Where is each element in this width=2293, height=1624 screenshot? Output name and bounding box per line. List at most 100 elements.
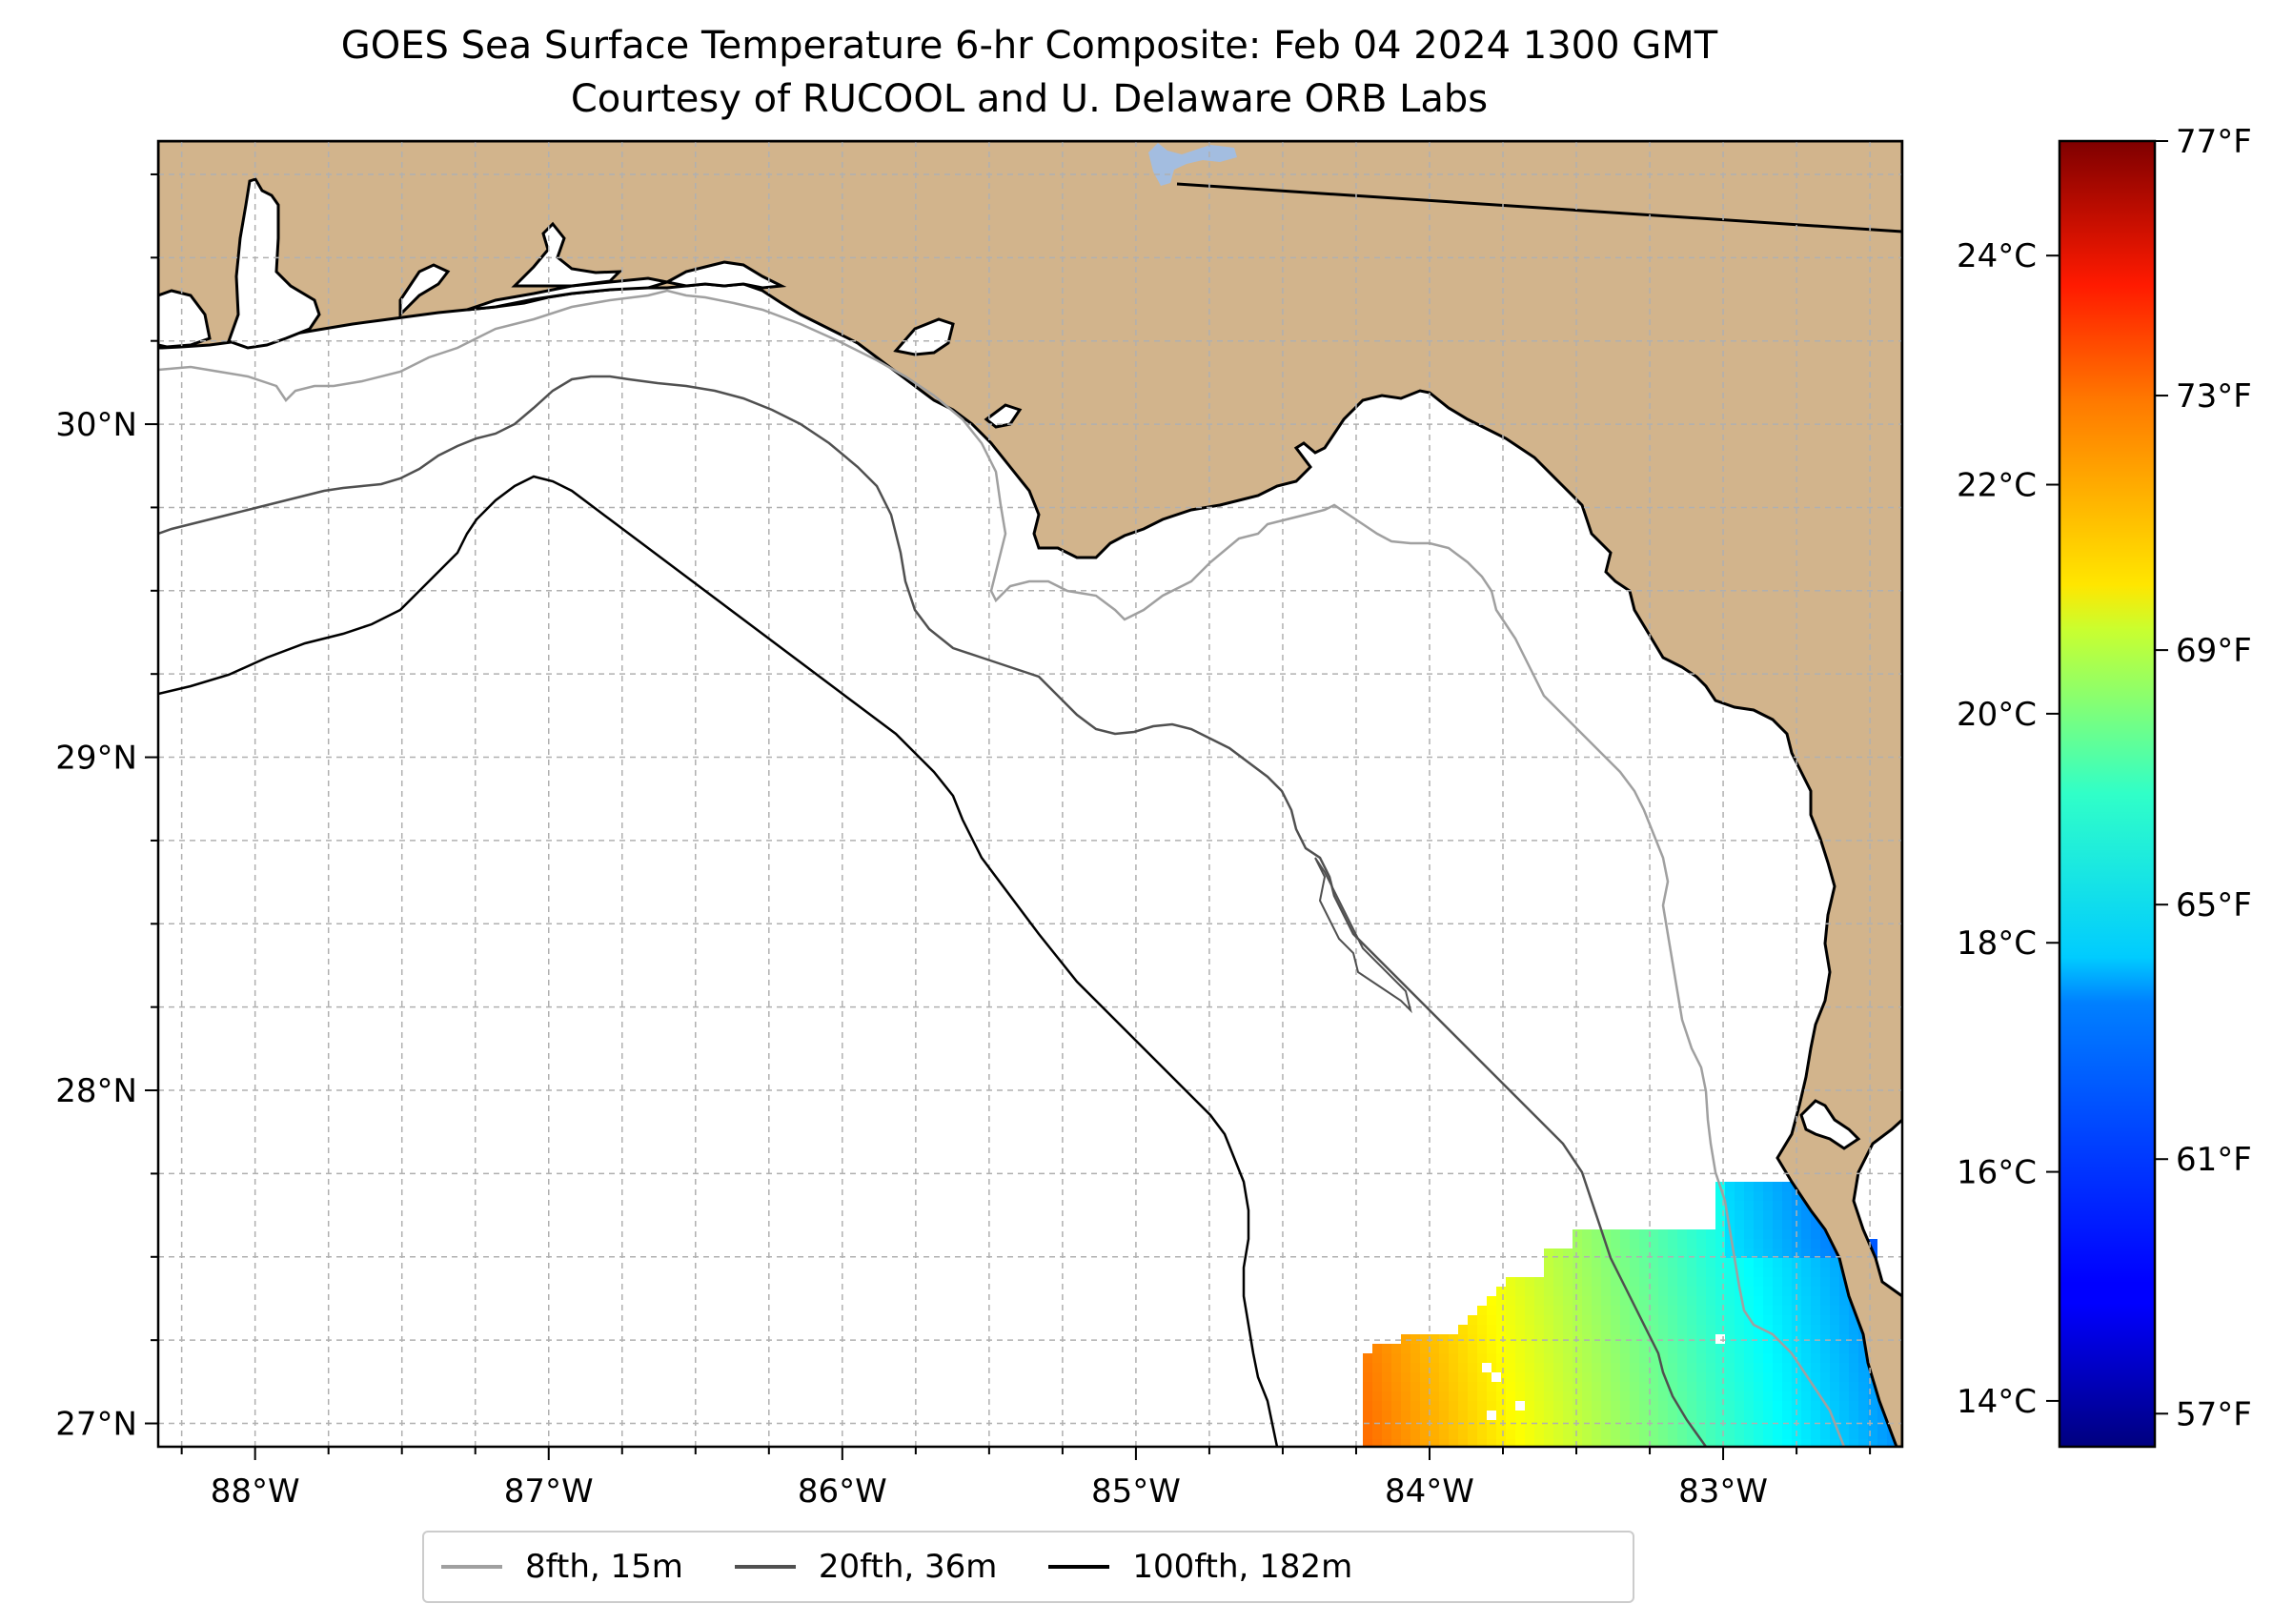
sst-pixel xyxy=(1382,1391,1391,1401)
sst-pixel xyxy=(1363,1382,1372,1391)
sst-pixel xyxy=(1592,1401,1601,1411)
sst-pixel xyxy=(1763,1353,1773,1363)
sst-pixel xyxy=(1439,1353,1449,1363)
sst-pixel xyxy=(1515,1372,1525,1382)
sst-pixel xyxy=(1620,1325,1630,1334)
sst-pixel xyxy=(1496,1391,1506,1401)
sst-pixel xyxy=(1763,1277,1773,1287)
sst-pixel xyxy=(1553,1353,1563,1363)
sst-pixel xyxy=(1668,1277,1677,1287)
sst-pixel xyxy=(1754,1277,1763,1287)
sst-pixel xyxy=(1582,1296,1592,1306)
sst-pixel xyxy=(1496,1439,1506,1447)
sst-pixel xyxy=(1372,1372,1382,1382)
sst-pixel xyxy=(1830,1401,1839,1411)
sst-pixel xyxy=(1363,1439,1372,1447)
lat-tick-label: 29°N xyxy=(55,740,137,778)
sst-pixel xyxy=(1592,1411,1601,1420)
sst-pixel xyxy=(1877,1439,1887,1447)
sst-pixel xyxy=(1506,1296,1515,1306)
sst-pixel xyxy=(1820,1391,1830,1401)
sst-pixel xyxy=(1573,1372,1582,1382)
sst-pixel xyxy=(1487,1401,1496,1411)
sst-pixel xyxy=(1372,1411,1382,1420)
sst-pixel xyxy=(1630,1439,1639,1447)
sst-pixel xyxy=(1773,1182,1782,1191)
sst-pixel xyxy=(1611,1248,1620,1258)
sst-pixel xyxy=(1649,1344,1658,1353)
sst-pixel xyxy=(1754,1248,1763,1258)
sst-pixel xyxy=(1449,1353,1458,1363)
sst-pixel xyxy=(1830,1277,1839,1287)
sst-pixel xyxy=(1677,1353,1687,1363)
sst-pixel xyxy=(1515,1353,1525,1363)
sst-pixel xyxy=(1611,1372,1620,1382)
sst-pixel xyxy=(1763,1344,1773,1353)
sst-pixel xyxy=(1592,1344,1601,1353)
sst-pixel xyxy=(1544,1353,1553,1363)
sst-pixel xyxy=(1763,1325,1773,1334)
sst-pixel xyxy=(1515,1306,1525,1315)
sst-pixel xyxy=(1449,1334,1458,1344)
sst-pixel xyxy=(1506,1401,1515,1411)
sst-pixel xyxy=(1649,1420,1658,1430)
sst-pixel xyxy=(1401,1411,1410,1420)
sst-pixel xyxy=(1515,1334,1525,1344)
sst-pixel xyxy=(1658,1325,1668,1334)
sst-pixel xyxy=(1868,1239,1877,1248)
sst-pixel xyxy=(1639,1268,1649,1277)
isobath-20fth-islands xyxy=(1314,857,1412,1014)
sst-pixel xyxy=(1601,1353,1611,1363)
sst-pixel xyxy=(1506,1411,1515,1420)
sst-pixel xyxy=(1573,1391,1582,1401)
sst-pixel xyxy=(1725,1344,1735,1353)
map-subtitle: Courtesy of RUCOOL and U. Delaware ORB L… xyxy=(570,77,1489,121)
sst-pixel xyxy=(1391,1411,1401,1420)
sst-pixel xyxy=(1601,1334,1611,1344)
sst-pixel xyxy=(1677,1229,1687,1239)
sst-pixel xyxy=(1649,1248,1658,1258)
sst-pixel xyxy=(1506,1382,1515,1391)
sst-pixel xyxy=(1468,1353,1477,1363)
sst-pixel xyxy=(1611,1401,1620,1411)
sst-pixel xyxy=(1801,1344,1811,1353)
sst-pixel xyxy=(1830,1372,1839,1382)
sst-pixel xyxy=(1620,1258,1630,1268)
sst-pixel xyxy=(1782,1277,1792,1287)
sst-pixel xyxy=(1849,1353,1858,1363)
sst-pixel xyxy=(1487,1353,1496,1363)
sst-pixel xyxy=(1782,1363,1792,1372)
sst-pixel xyxy=(1801,1363,1811,1372)
sst-pixel xyxy=(1544,1296,1553,1306)
sst-pixel xyxy=(1830,1353,1839,1363)
sst-pixel xyxy=(1534,1372,1544,1382)
sst-pixel xyxy=(1458,1334,1468,1344)
sst-pixel xyxy=(1830,1411,1839,1420)
sst-pixel xyxy=(1611,1287,1620,1296)
sst-pixel xyxy=(1525,1315,1534,1325)
sst-pixel xyxy=(1735,1372,1744,1382)
sst-pixel xyxy=(1658,1430,1668,1439)
sst-pixel xyxy=(1534,1277,1544,1287)
sst-pixel xyxy=(1553,1382,1563,1391)
sst-pixel xyxy=(1754,1353,1763,1363)
sst-pixel xyxy=(1744,1210,1754,1220)
sst-pixel xyxy=(1430,1382,1439,1391)
sst-pixel xyxy=(1630,1306,1639,1315)
sst-pixel xyxy=(1487,1306,1496,1315)
sst-pixel xyxy=(1820,1420,1830,1430)
lon-tick-label: 85°W xyxy=(1091,1472,1181,1511)
sst-pixel xyxy=(1820,1363,1830,1372)
cbar-c-tick-label: 22°C xyxy=(1957,467,2037,505)
sst-pixel xyxy=(1449,1439,1458,1447)
sst-pixel xyxy=(1525,1391,1534,1401)
sst-pixel xyxy=(1658,1248,1668,1258)
sst-pixel xyxy=(1706,1401,1715,1411)
sst-pixel xyxy=(1830,1268,1839,1277)
sst-pixel xyxy=(1496,1306,1506,1315)
sst-pixel xyxy=(1553,1277,1563,1287)
sst-pixel xyxy=(1439,1411,1449,1420)
sst-pixel xyxy=(1592,1439,1601,1447)
sst-pixel xyxy=(1449,1391,1458,1401)
sst-pixel xyxy=(1773,1325,1782,1334)
